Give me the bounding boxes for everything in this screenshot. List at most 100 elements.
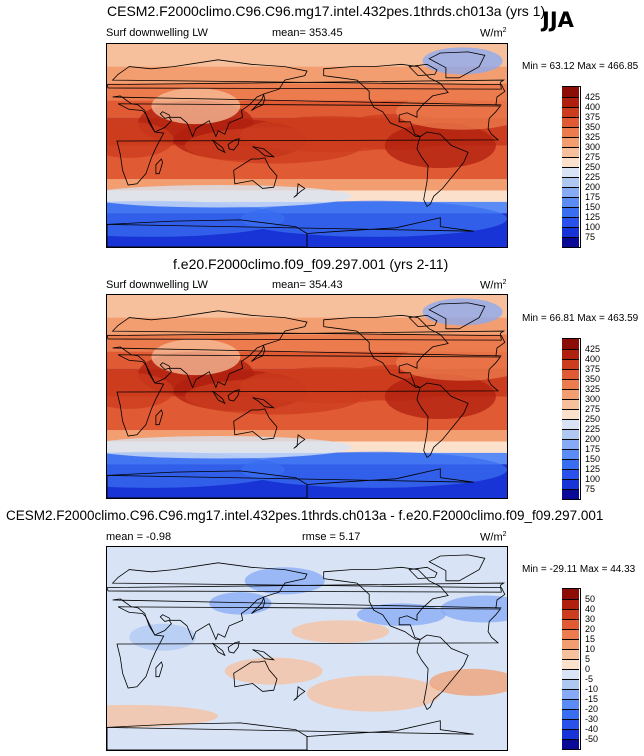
latitude-band (107, 179, 507, 191)
coastline-japan (251, 344, 266, 362)
colorbar-swatch (562, 449, 579, 459)
coastline-samerica (416, 382, 469, 458)
colorbar-swatch (562, 107, 579, 117)
coastline-newguinea (252, 146, 276, 158)
colorbar-swatch (562, 349, 579, 359)
field-anomaly (395, 344, 507, 381)
coastline-antarctica (107, 722, 308, 750)
coastline-greenland (428, 554, 486, 582)
panel1-colorbar: 425 400 375 350 325 300 275 250 225 200 175 150 125 1… (562, 86, 622, 248)
coastline-baffin (408, 63, 438, 77)
colorbar-tick-label: 20 (585, 624, 596, 634)
field-anomaly (429, 668, 507, 696)
colorbar-tick-label: 250 (585, 162, 601, 172)
panel3-title: CESM2.F2000climo.C96.C96.mg17.intel.432p… (6, 508, 604, 523)
panel3-mean: mean = -0.98 (106, 531, 172, 543)
colorbar-tick-label: 10 (585, 644, 596, 654)
colorbar-swatch (562, 649, 579, 659)
coastline-antarctica (107, 219, 308, 247)
colorbar-swatch (562, 409, 579, 419)
field-anomaly (107, 435, 352, 459)
panel2-minmax: Min = 66.81 Max = 463.59 (522, 313, 639, 324)
colorbar-swatch (562, 177, 579, 187)
coastline-uk (107, 330, 506, 341)
colorbar-tick-label: 250 (585, 414, 601, 424)
colorbar-tick-label: 200 (585, 182, 601, 192)
field-anomaly (307, 675, 441, 712)
coastline-eurasia (111, 562, 506, 641)
colorbar-swatch (562, 379, 579, 389)
latitude-band (107, 317, 507, 335)
coastline-newguinea (252, 397, 276, 409)
colorbar-swatch (562, 137, 579, 147)
colorbar-swatch (562, 709, 579, 719)
coastline-uk (107, 79, 506, 90)
coastline-baffin (408, 314, 438, 328)
colorbar-tick-label: 150 (585, 454, 601, 464)
colorbar-swatch (562, 197, 579, 207)
panel3-units: W/m2 (480, 531, 507, 544)
colorbar-swatch (562, 429, 579, 439)
colorbar-swatch (562, 419, 579, 429)
colorbar-tick-label: 350 (585, 122, 601, 132)
coastline-madagascar (155, 661, 164, 678)
colorbar-swatch (562, 227, 579, 237)
coastline-australia (233, 157, 278, 189)
coastline-borneo (227, 641, 240, 654)
field-anomaly (151, 87, 241, 125)
panel1-minmax: Min = 63.12 Max = 466.85 (522, 61, 639, 72)
colorbar-swatch (562, 87, 579, 97)
colorbar-swatch (562, 117, 579, 127)
colorbar-tick-label: 5 (585, 654, 591, 664)
coastline-madagascar (155, 158, 164, 175)
colorbar-tick-label: 100 (585, 474, 601, 484)
panel3-rmse: rmse = 5.17 (302, 531, 361, 543)
colorbar-tick-label: 75 (585, 232, 596, 242)
colorbar-tick-label: 200 (585, 434, 601, 444)
coastline-samerica (416, 634, 469, 710)
coastline-newzealand (293, 183, 306, 198)
coastline-antarctica (107, 470, 308, 498)
colorbar-swatch (562, 479, 579, 489)
field-anomaly (357, 603, 446, 626)
colorbar-tick-label: 75 (585, 484, 596, 494)
coastline-sumatra (212, 390, 226, 405)
colorbar-swatch (562, 237, 579, 247)
colorbar-swatch (562, 739, 579, 749)
colorbar-tick-label: 150 (585, 202, 601, 212)
colorbar-swatch (562, 187, 579, 197)
colorbar-swatch (562, 699, 579, 709)
colorbar-swatch (562, 599, 579, 609)
colorbar-swatch (562, 147, 579, 157)
field-anomaly (422, 47, 503, 75)
colorbar-swatch (562, 439, 579, 449)
colorbar-tick-label: 350 (585, 374, 601, 384)
map-canvas (107, 547, 507, 750)
colorbar-tick-label: 125 (585, 464, 601, 474)
colorbar-swatch (562, 639, 579, 649)
coastline-sumatra (212, 642, 226, 657)
colorbar-tick-label: 375 (585, 112, 601, 122)
coastline-australia (233, 660, 278, 692)
coastline-newzealand (293, 434, 306, 449)
coastline-greenland (428, 302, 486, 330)
colorbar-tick-label: 50 (585, 594, 596, 604)
colorbar-tick-label: -15 (585, 694, 599, 704)
field-anomaly (107, 451, 285, 488)
panel3-minmax: Min = -29.11 Max = 44.33 (522, 564, 636, 575)
coastline-newguinea (252, 649, 276, 661)
panel2-colorbar: 425 400 375 350 325 300 275 250 225 200 175 150 125 1… (562, 338, 622, 500)
colorbar-swatch (562, 729, 579, 739)
colorbar-swatch (562, 489, 579, 499)
colorbar-swatch (562, 167, 579, 177)
colorbar-swatch (562, 207, 579, 217)
coastline-antarctica2 (107, 468, 474, 498)
colorbar-tick-label: 100 (585, 222, 601, 232)
colorbar-swatch (562, 589, 579, 599)
colorbar-swatch (562, 157, 579, 167)
colorbar-tick-label: -20 (585, 704, 599, 714)
colorbar-swatch (562, 669, 579, 679)
colorbar-swatch (562, 469, 579, 479)
colorbar-tick-label: -5 (585, 674, 594, 684)
colorbar-swatch (562, 389, 579, 399)
